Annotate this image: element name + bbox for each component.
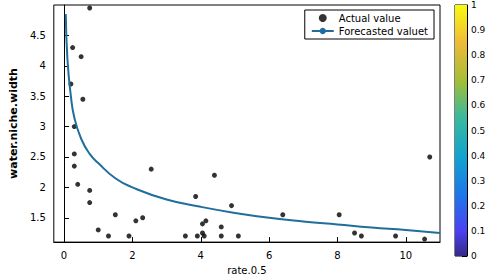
svg-text:0.7: 0.7 <box>471 75 485 85</box>
svg-text:4.5: 4.5 <box>30 30 46 41</box>
svg-text:10: 10 <box>399 250 412 261</box>
svg-text:0.2: 0.2 <box>471 201 485 211</box>
svg-text:0: 0 <box>471 251 477 261</box>
svg-text:0: 0 <box>61 250 67 261</box>
svg-text:Actual value: Actual value <box>339 13 401 24</box>
svg-text:0.9: 0.9 <box>471 25 486 35</box>
svg-text:2.5: 2.5 <box>30 151 46 162</box>
svg-text:1.5: 1.5 <box>30 212 46 223</box>
svg-text:2: 2 <box>129 250 135 261</box>
svg-text:0.3: 0.3 <box>471 176 485 186</box>
svg-text:rate.0.5: rate.0.5 <box>227 265 266 276</box>
svg-text:4: 4 <box>39 60 45 71</box>
svg-text:water.niche.width: water.niche.width <box>7 68 20 179</box>
svg-text:0.8: 0.8 <box>471 50 486 60</box>
svg-text:4: 4 <box>198 250 204 261</box>
svg-text:0.4: 0.4 <box>471 151 486 161</box>
svg-text:6: 6 <box>266 250 272 261</box>
svg-text:3.5: 3.5 <box>30 91 46 102</box>
svg-text:Forecasted valuet: Forecasted valuet <box>339 26 428 37</box>
svg-text:3: 3 <box>39 121 45 132</box>
svg-text:8: 8 <box>334 250 340 261</box>
svg-text:0.6: 0.6 <box>471 100 486 110</box>
svg-text:0.1: 0.1 <box>471 226 485 236</box>
svg-text:0.5: 0.5 <box>471 126 485 136</box>
svg-text:2: 2 <box>39 182 45 193</box>
svg-text:1: 1 <box>471 0 477 10</box>
